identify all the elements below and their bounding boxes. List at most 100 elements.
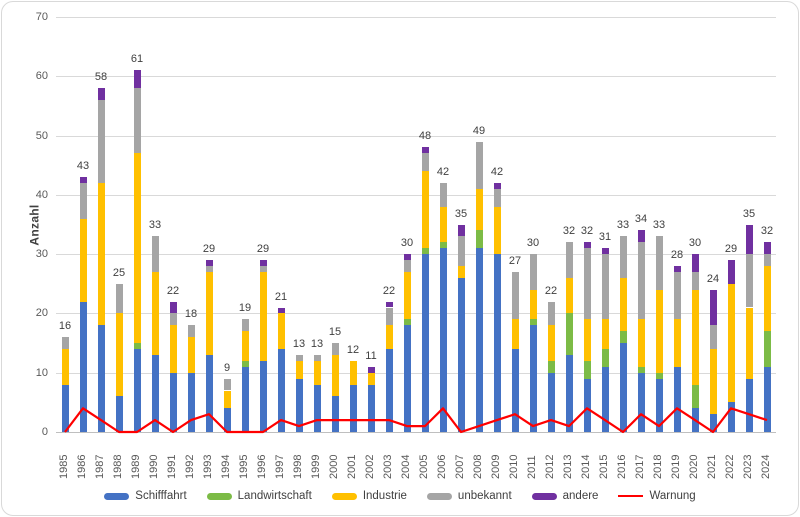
bar-segment-2018-industrie — [655, 289, 663, 373]
bar-segment-2017-andere — [637, 230, 645, 243]
bar-segment-2006-unbekannt — [439, 183, 447, 207]
bar-segment-2001-schifffahrt — [349, 384, 357, 432]
bar-segment-2003-industrie — [385, 325, 393, 349]
bar-segment-2012-unbekannt — [547, 301, 555, 326]
x-tick-label-1998: 1998 — [292, 454, 304, 479]
x-tick-label-2017: 2017 — [634, 454, 646, 479]
legend-item-warnung: Warnung — [618, 490, 696, 502]
bar-segment-2007-schifffahrt — [457, 277, 465, 432]
bar-segment-2011-landwirtschaft — [529, 319, 537, 326]
x-tick-label-2024: 2024 — [760, 454, 772, 479]
x-tick-label-2001: 2001 — [346, 454, 358, 479]
warnung-line — [64, 407, 768, 434]
data-label-1998: 13 — [292, 337, 306, 350]
bar-segment-1985-industrie — [61, 349, 69, 385]
bar-segment-2015-schifffahrt — [601, 366, 609, 432]
x-tick-label-2018: 2018 — [652, 454, 664, 479]
bar-segment-2008-schifffahrt — [475, 248, 483, 432]
gridline-20 — [56, 313, 776, 315]
bar-segment-1988-unbekannt — [115, 283, 123, 314]
x-tick-label-1990: 1990 — [148, 454, 160, 479]
bar-segment-2017-schifffahrt — [637, 372, 645, 432]
bar-segment-1989-landwirtschaft — [133, 343, 141, 349]
bar-segment-2013-landwirtschaft — [565, 313, 573, 355]
data-label-1991: 22 — [166, 284, 180, 297]
data-label-2001: 12 — [346, 343, 360, 356]
data-label-2018: 33 — [652, 219, 666, 232]
x-tick-label-2003: 2003 — [382, 454, 394, 479]
bar-segment-1989-unbekannt — [133, 88, 141, 154]
bar-segment-2020-landwirtschaft — [691, 384, 699, 409]
x-tick-label-1999: 1999 — [310, 454, 322, 479]
bar-segment-2002-industrie — [367, 372, 375, 385]
data-label-2004: 30 — [400, 237, 414, 250]
bar-segment-2018-unbekannt — [655, 236, 663, 290]
bar-segment-2002-andere — [367, 366, 375, 373]
bar-segment-2004-schifffahrt — [403, 325, 411, 432]
data-label-2005: 48 — [418, 130, 432, 143]
bar-segment-1993-industrie — [205, 271, 213, 355]
bar-segment-1991-industrie — [169, 325, 177, 373]
bar-segment-1992-schifffahrt — [187, 372, 195, 432]
data-label-1986: 43 — [76, 160, 90, 173]
bar-segment-2023-industrie — [745, 307, 753, 379]
bar-segment-2009-schifffahrt — [493, 254, 501, 432]
bar-segment-2024-andere — [763, 242, 771, 255]
bar-segment-1997-schifffahrt — [277, 349, 285, 432]
x-tick-label-1991: 1991 — [166, 454, 178, 479]
data-label-1987: 58 — [94, 71, 108, 84]
bar-segment-2019-unbekannt — [673, 271, 681, 320]
bar-segment-2013-industrie — [565, 277, 573, 314]
bar-segment-2024-unbekannt — [763, 254, 771, 266]
bar-segment-1987-industrie — [97, 183, 105, 326]
data-label-2010: 27 — [508, 254, 522, 267]
bar-segment-1998-schifffahrt — [295, 378, 303, 432]
legend-swatch-andere — [531, 492, 557, 500]
gridline-50 — [56, 135, 776, 137]
x-tick-label-2000: 2000 — [328, 454, 340, 479]
data-label-2015: 31 — [598, 231, 612, 244]
x-tick-label-2019: 2019 — [670, 454, 682, 479]
x-tick-label-1992: 1992 — [184, 454, 196, 479]
data-label-1997: 21 — [274, 290, 288, 303]
data-label-2022: 29 — [724, 243, 738, 256]
bar-segment-2007-industrie — [457, 266, 465, 278]
gridline-30 — [56, 254, 776, 256]
bar-segment-2003-unbekannt — [385, 307, 393, 326]
bar-segment-2017-industrie — [637, 319, 645, 367]
gridline-60 — [56, 76, 776, 78]
data-label-2007: 35 — [454, 207, 468, 220]
y-tick-label-20: 20 — [35, 307, 48, 320]
data-label-2020: 30 — [688, 237, 702, 250]
bar-segment-1989-schifffahrt — [133, 349, 141, 432]
legend-item-unbekannt: unbekannt — [426, 490, 512, 502]
bar-segment-2004-andere — [403, 254, 411, 261]
bar-segment-2010-schifffahrt — [511, 349, 519, 432]
bar-segment-2022-andere — [727, 260, 735, 284]
data-label-1996: 29 — [256, 243, 270, 256]
bar-segment-2009-andere — [493, 183, 501, 189]
bar-segment-1996-industrie — [259, 271, 267, 361]
bar-segment-2011-schifffahrt — [529, 325, 537, 432]
legend-swatch-warnung — [618, 494, 644, 498]
bar-segment-2009-unbekannt — [493, 188, 501, 207]
x-tick-label-2020: 2020 — [688, 454, 700, 479]
bar-segment-2012-landwirtschaft — [547, 360, 555, 373]
x-tick-label-1989: 1989 — [130, 454, 142, 479]
x-tick-label-2010: 2010 — [508, 454, 520, 479]
x-tick-label-2015: 2015 — [598, 454, 610, 479]
gridline-0 — [56, 432, 776, 433]
bar-segment-2005-landwirtschaft — [421, 248, 429, 255]
bar-segment-2023-unbekannt — [745, 254, 753, 308]
data-label-2000: 15 — [328, 326, 342, 339]
bar-segment-2020-industrie — [691, 289, 699, 385]
bar-segment-1998-unbekannt — [295, 354, 303, 361]
bar-segment-2017-landwirtschaft — [637, 366, 645, 373]
bar-segment-2015-landwirtschaft — [601, 349, 609, 367]
bar-segment-1992-unbekannt — [187, 325, 195, 338]
bar-segment-2001-industrie — [349, 360, 357, 385]
bar-segment-2017-unbekannt — [637, 242, 645, 320]
bar-segment-2021-schifffahrt — [709, 414, 717, 432]
bar-segment-2016-unbekannt — [619, 236, 627, 278]
data-label-2019: 28 — [670, 249, 684, 261]
